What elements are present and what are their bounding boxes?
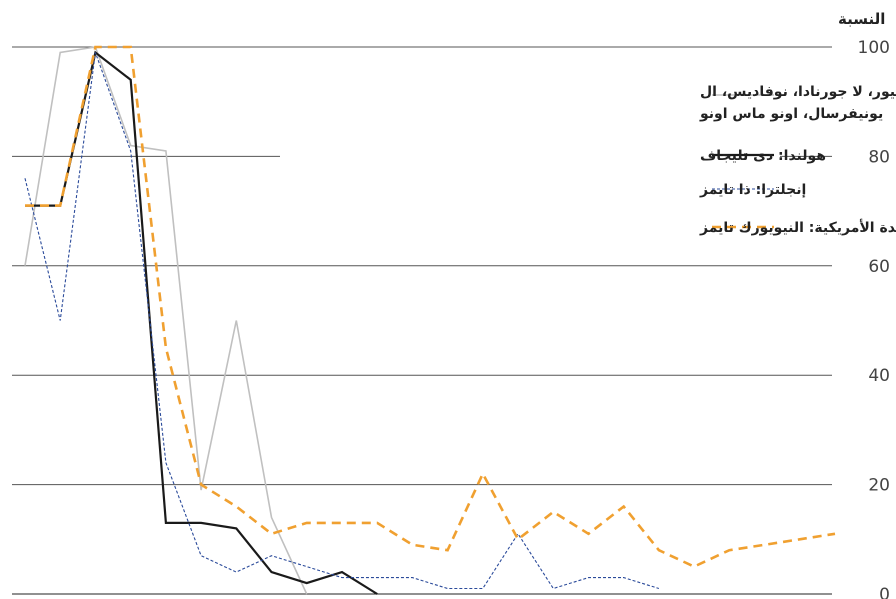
legend-label-4: الولايات المتحدة الأمريكية: النيويورك تا… [699,219,896,236]
legend-label-3: إنجلترا: ذا تايمز [699,182,806,198]
series-line-3 [24,52,660,590]
y-tick-label: 0 [879,585,890,599]
y-tick-label: 20 [868,476,890,496]
series-lines [24,45,836,595]
y-tick-label: 60 [868,257,890,277]
y-tick-label: 80 [868,147,890,167]
y-axis-label: النسبة [838,10,885,28]
series-line-1 [24,46,308,595]
legend-background [280,70,780,240]
series-line-4 [25,45,836,569]
y-tick-label: 100 [858,38,890,58]
legend-label-2: هولندا: دى تليجاف [700,148,826,164]
legend: المكسيك: الديا، اكسلسيور، لا جورنادا، نو… [280,70,896,240]
legend-label-1: المكسيك: الديا، اكسلسيور، لا جورنادا، نو… [700,84,896,100]
y-tick-labels: 0 20 40 60 80 100 [858,38,890,599]
y-tick-label: 40 [868,366,890,386]
legend-label-1: يونيفرسال، اونو ماس اونو [699,106,883,122]
